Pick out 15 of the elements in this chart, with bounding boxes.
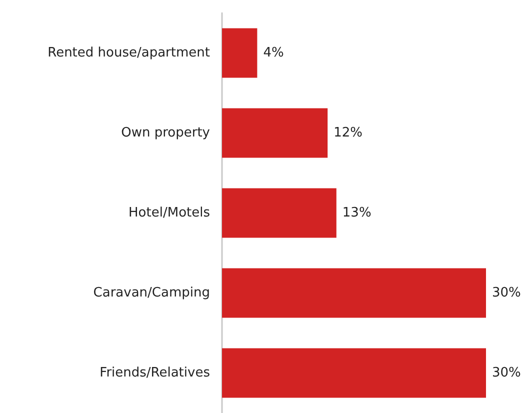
y-tick-label: Hotel/Motels <box>128 206 210 220</box>
data-label: 30% <box>492 286 521 300</box>
bar <box>222 108 328 158</box>
bar <box>222 28 258 78</box>
bar <box>222 268 486 318</box>
bar <box>222 348 486 398</box>
bar <box>222 188 336 238</box>
data-label: 30% <box>492 366 521 380</box>
data-label: 12% <box>334 126 363 140</box>
y-tick-label: Own property <box>121 126 210 140</box>
data-label: 4% <box>263 46 284 60</box>
data-label: 13% <box>342 206 372 220</box>
y-tick-label: Friends/Relatives <box>100 366 210 380</box>
y-tick-label: Rented house/apartment <box>48 46 210 60</box>
y-tick-label: Caravan/Camping <box>93 286 210 300</box>
